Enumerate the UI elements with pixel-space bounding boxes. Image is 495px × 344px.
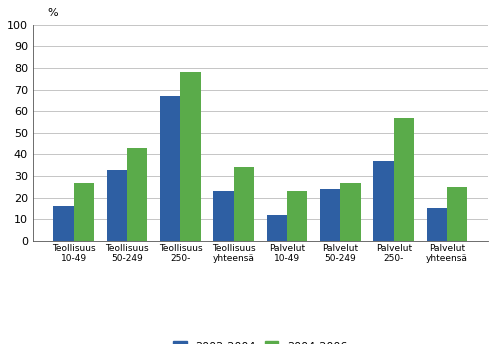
Bar bbox=[287, 191, 307, 241]
Bar bbox=[427, 208, 447, 241]
Bar bbox=[107, 170, 127, 241]
Bar bbox=[53, 206, 74, 241]
Bar bbox=[394, 118, 414, 241]
Bar bbox=[234, 168, 254, 241]
Bar bbox=[74, 183, 94, 241]
Bar bbox=[160, 96, 181, 241]
Bar bbox=[127, 148, 148, 241]
Legend: 2002-2004, 2004-2006: 2002-2004, 2004-2006 bbox=[169, 337, 352, 344]
Bar bbox=[374, 161, 394, 241]
Bar bbox=[267, 215, 287, 241]
Bar bbox=[447, 187, 467, 241]
Text: %: % bbox=[47, 8, 58, 19]
Bar bbox=[181, 72, 200, 241]
Bar bbox=[213, 191, 234, 241]
Bar bbox=[341, 183, 361, 241]
Bar bbox=[320, 189, 341, 241]
